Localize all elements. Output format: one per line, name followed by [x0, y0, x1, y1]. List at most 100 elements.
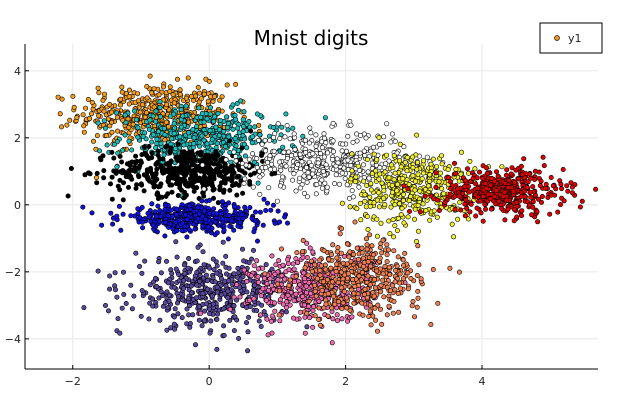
scatter-point: [202, 155, 208, 161]
scatter-point: [256, 122, 262, 128]
scatter-point: [126, 184, 132, 190]
scatter-point: [221, 323, 227, 329]
scatter-point: [219, 94, 225, 100]
scatter-point: [135, 134, 141, 140]
scatter-point: [214, 270, 220, 276]
scatter-point: [67, 117, 73, 123]
scatter-point: [352, 283, 358, 289]
scatter-point: [233, 81, 239, 87]
scatter-point: [162, 233, 168, 239]
scatter-point: [275, 281, 281, 287]
scatter-point: [381, 195, 387, 201]
scatter-point: [392, 223, 398, 229]
scatter-point: [503, 172, 509, 178]
scatter-point: [428, 321, 434, 327]
scatter-point: [319, 145, 325, 151]
scatter-point: [206, 211, 212, 217]
scatter-point: [364, 214, 370, 220]
scatter-point: [132, 168, 138, 174]
scatter-point: [377, 266, 383, 272]
scatter-point: [215, 200, 221, 206]
scatter-point: [120, 147, 126, 153]
scatter-point: [480, 194, 486, 200]
scatter-point: [264, 316, 270, 322]
scatter-point: [215, 311, 221, 317]
scatter-point: [380, 277, 386, 283]
scatter-point: [455, 186, 461, 192]
scatter-point: [374, 197, 380, 203]
scatter-point: [153, 118, 159, 124]
scatter-point: [286, 267, 292, 273]
scatter-point: [375, 302, 381, 308]
scatter-point: [341, 266, 347, 272]
scatter-point: [230, 126, 236, 132]
scatter-point: [70, 93, 76, 99]
scatter-point: [427, 178, 433, 184]
scatter-point: [140, 102, 146, 108]
scatter-point: [405, 270, 411, 276]
scatter-point: [178, 153, 184, 159]
scatter-point: [252, 124, 258, 130]
scatter-point: [434, 214, 440, 220]
scatter-point: [306, 174, 312, 180]
scatter-point: [329, 340, 335, 346]
scatter-point: [175, 193, 181, 199]
scatter-point: [177, 87, 183, 93]
scatter-point: [345, 157, 351, 163]
scatter-point: [317, 267, 323, 273]
scatter-point: [341, 288, 347, 294]
scatter-point: [367, 232, 373, 238]
scatter-point: [263, 165, 269, 171]
scatter-point: [171, 321, 177, 327]
scatter-point: [504, 197, 510, 203]
scatter-point: [149, 90, 155, 96]
scatter-point: [297, 185, 303, 191]
scatter-point: [177, 91, 183, 97]
scatter-point: [417, 188, 423, 194]
scatter-point: [472, 166, 478, 172]
scatter-point: [384, 242, 390, 248]
scatter-point: [423, 208, 429, 214]
scatter-point: [254, 111, 260, 117]
scatter-point: [109, 129, 115, 135]
scatter-point: [447, 265, 453, 271]
scatter-point: [366, 175, 372, 181]
scatter-point: [259, 302, 265, 308]
scatter-point: [475, 194, 481, 200]
scatter-point: [322, 115, 328, 121]
scatter-point: [161, 84, 167, 90]
scatter-point: [248, 273, 254, 279]
scatter-point: [175, 76, 181, 82]
scatter-point: [319, 177, 325, 183]
scatter-point: [408, 275, 414, 281]
scatter-point: [207, 265, 213, 271]
scatter-point: [530, 199, 536, 205]
scatter-point: [328, 283, 334, 289]
scatter-point: [134, 117, 140, 123]
scatter-point: [240, 123, 246, 129]
scatter-point: [214, 263, 220, 269]
scatter-point: [547, 211, 553, 217]
scatter-point: [204, 141, 210, 147]
scatter-point: [396, 309, 402, 315]
scatter-point: [202, 208, 208, 214]
scatter-point: [201, 262, 207, 268]
scatter-point: [227, 317, 233, 323]
scatter-point: [139, 205, 145, 211]
scatter-point: [196, 90, 202, 96]
scatter-point: [171, 314, 177, 320]
scatter-point: [112, 270, 118, 276]
scatter-point: [458, 149, 464, 155]
scatter-point: [100, 97, 106, 103]
scatter-point: [534, 209, 540, 215]
scatter-point: [167, 150, 173, 156]
scatter-point: [569, 190, 575, 196]
scatter-point: [468, 201, 474, 207]
scatter-point: [129, 306, 135, 312]
scatter-point: [419, 176, 425, 182]
scatter-point: [211, 118, 217, 124]
scatter-point: [330, 149, 336, 155]
scatter-point: [360, 312, 366, 318]
scatter-point: [198, 149, 204, 155]
scatter-point: [139, 219, 145, 225]
